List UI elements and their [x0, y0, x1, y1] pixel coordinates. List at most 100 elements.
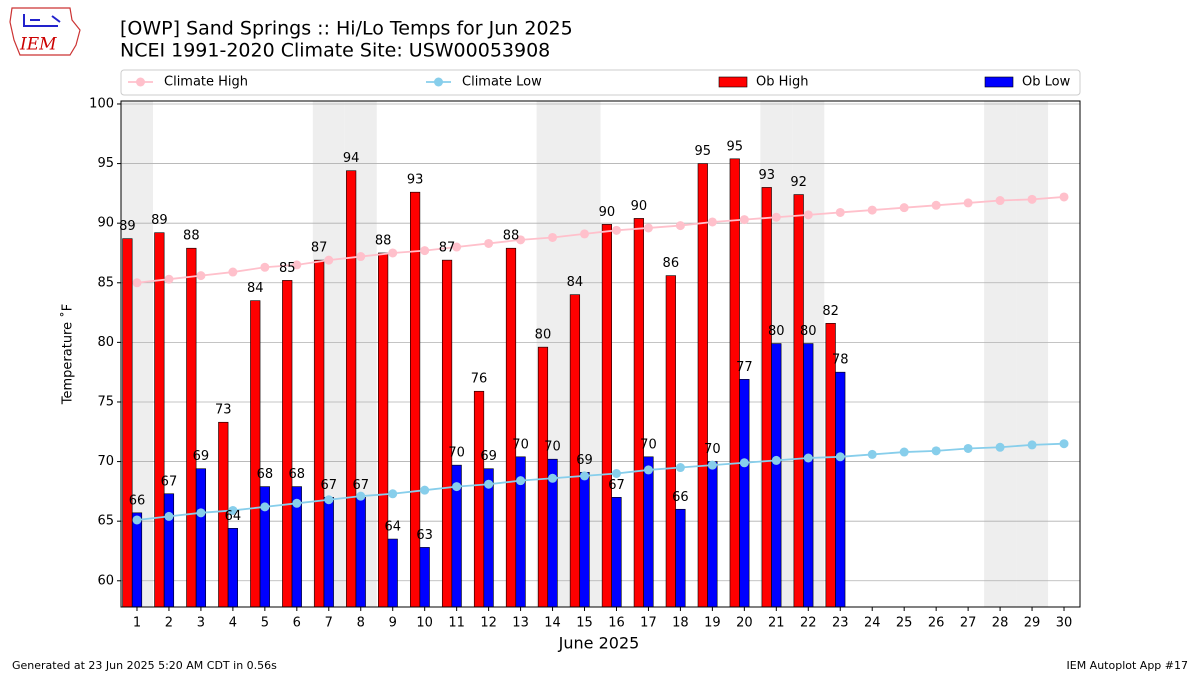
- legend-label: Climate High: [164, 75, 248, 90]
- bar: [154, 232, 165, 607]
- bar: [675, 508, 686, 607]
- bar: [346, 170, 357, 607]
- bar: [665, 275, 676, 607]
- value-label: 86: [663, 256, 680, 271]
- footer-right: IEM Autoplot App #17: [1067, 659, 1189, 672]
- marker: [739, 458, 749, 468]
- marker: [164, 274, 174, 284]
- marker: [707, 217, 717, 227]
- value-label: 85: [279, 261, 296, 276]
- value-label: 88: [375, 233, 392, 248]
- bar: [483, 468, 494, 607]
- value-label: 80: [800, 324, 817, 339]
- bar: [378, 252, 389, 607]
- marker: [675, 221, 685, 231]
- value-label: 87: [311, 241, 328, 256]
- value-label: 66: [129, 493, 146, 508]
- line: [136, 442, 1065, 521]
- marker: [1059, 439, 1069, 449]
- value-label: 77: [736, 360, 753, 375]
- logo: IEM: [9, 7, 81, 56]
- x-tick-label: 18: [672, 616, 689, 631]
- x-tick-label: 21: [768, 616, 785, 631]
- x-tick-label: 20: [736, 616, 753, 631]
- value-label: 90: [631, 199, 648, 214]
- bar: [771, 343, 782, 607]
- bar: [227, 528, 238, 607]
- x-tick-label: 24: [864, 616, 881, 631]
- value-label: 70: [448, 446, 465, 461]
- value-label: 93: [758, 168, 775, 183]
- bar: [729, 158, 740, 607]
- marker: [643, 465, 653, 475]
- y-tick-label: 65: [97, 514, 114, 529]
- legend-swatch: [984, 76, 1014, 88]
- value-label: 88: [183, 229, 200, 244]
- value-label: 80: [768, 324, 785, 339]
- value-label: 67: [161, 474, 178, 489]
- marker: [803, 210, 813, 220]
- marker: [388, 248, 398, 258]
- bar: [441, 259, 453, 607]
- bar: [314, 259, 325, 607]
- marker: [835, 452, 845, 462]
- x-tick-label: 11: [448, 616, 465, 631]
- value-label: 88: [503, 229, 520, 244]
- footer-left: Generated at 23 Jun 2025 5:20 AM CDT in …: [12, 659, 277, 672]
- marker: [420, 246, 430, 256]
- bar: [803, 343, 814, 607]
- x-tick-label: 13: [512, 616, 529, 631]
- y-tick-label: 85: [97, 275, 114, 290]
- marker: [995, 196, 1005, 206]
- bar: [195, 468, 207, 607]
- marker: [931, 446, 941, 456]
- marker: [164, 511, 174, 521]
- marker: [196, 271, 206, 281]
- marker: [228, 267, 238, 277]
- bar: [835, 371, 846, 607]
- marker: [260, 502, 270, 512]
- value-label: 63: [416, 528, 433, 543]
- marker: [963, 443, 973, 453]
- marker: [324, 495, 334, 505]
- x-tick-label: 1: [133, 616, 141, 631]
- value-label: 64: [225, 509, 242, 524]
- value-label: 67: [608, 478, 625, 493]
- marker: [548, 473, 558, 483]
- x-tick-label: 26: [928, 616, 945, 631]
- x-tick-label: 27: [960, 616, 977, 631]
- value-label: 67: [352, 478, 369, 493]
- value-label: 76: [471, 372, 488, 387]
- marker: [388, 489, 398, 499]
- marker: [516, 476, 526, 486]
- marker: [963, 198, 973, 208]
- marker: [1027, 440, 1037, 450]
- marker: [707, 460, 717, 470]
- x-tick-label: 7: [325, 616, 333, 631]
- bar: [409, 191, 421, 607]
- chart-subtitle: NCEI 1991-2020 Climate Site: USW00053908: [120, 40, 550, 62]
- bar: [218, 421, 229, 607]
- value-label: 89: [151, 213, 168, 228]
- bar: [611, 497, 622, 607]
- value-label: 70: [704, 442, 721, 457]
- marker: [132, 278, 142, 288]
- value-label: 84: [567, 275, 584, 290]
- marker: [324, 255, 334, 265]
- x-tick-label: 8: [357, 616, 365, 631]
- plot-area: [122, 158, 1069, 607]
- y-tick-label: 90: [97, 216, 114, 231]
- marker: [484, 238, 494, 248]
- x-tick-label: 4: [229, 616, 237, 631]
- value-label: 70: [512, 437, 529, 452]
- marker: [548, 232, 558, 242]
- y-tick-label: 80: [97, 335, 114, 350]
- value-label: 69: [576, 453, 593, 468]
- marker: [356, 252, 366, 262]
- marker: [643, 223, 653, 233]
- bar: [547, 458, 558, 607]
- marker: [356, 491, 366, 501]
- marker: [771, 212, 781, 222]
- y-tick-label: 75: [97, 394, 114, 409]
